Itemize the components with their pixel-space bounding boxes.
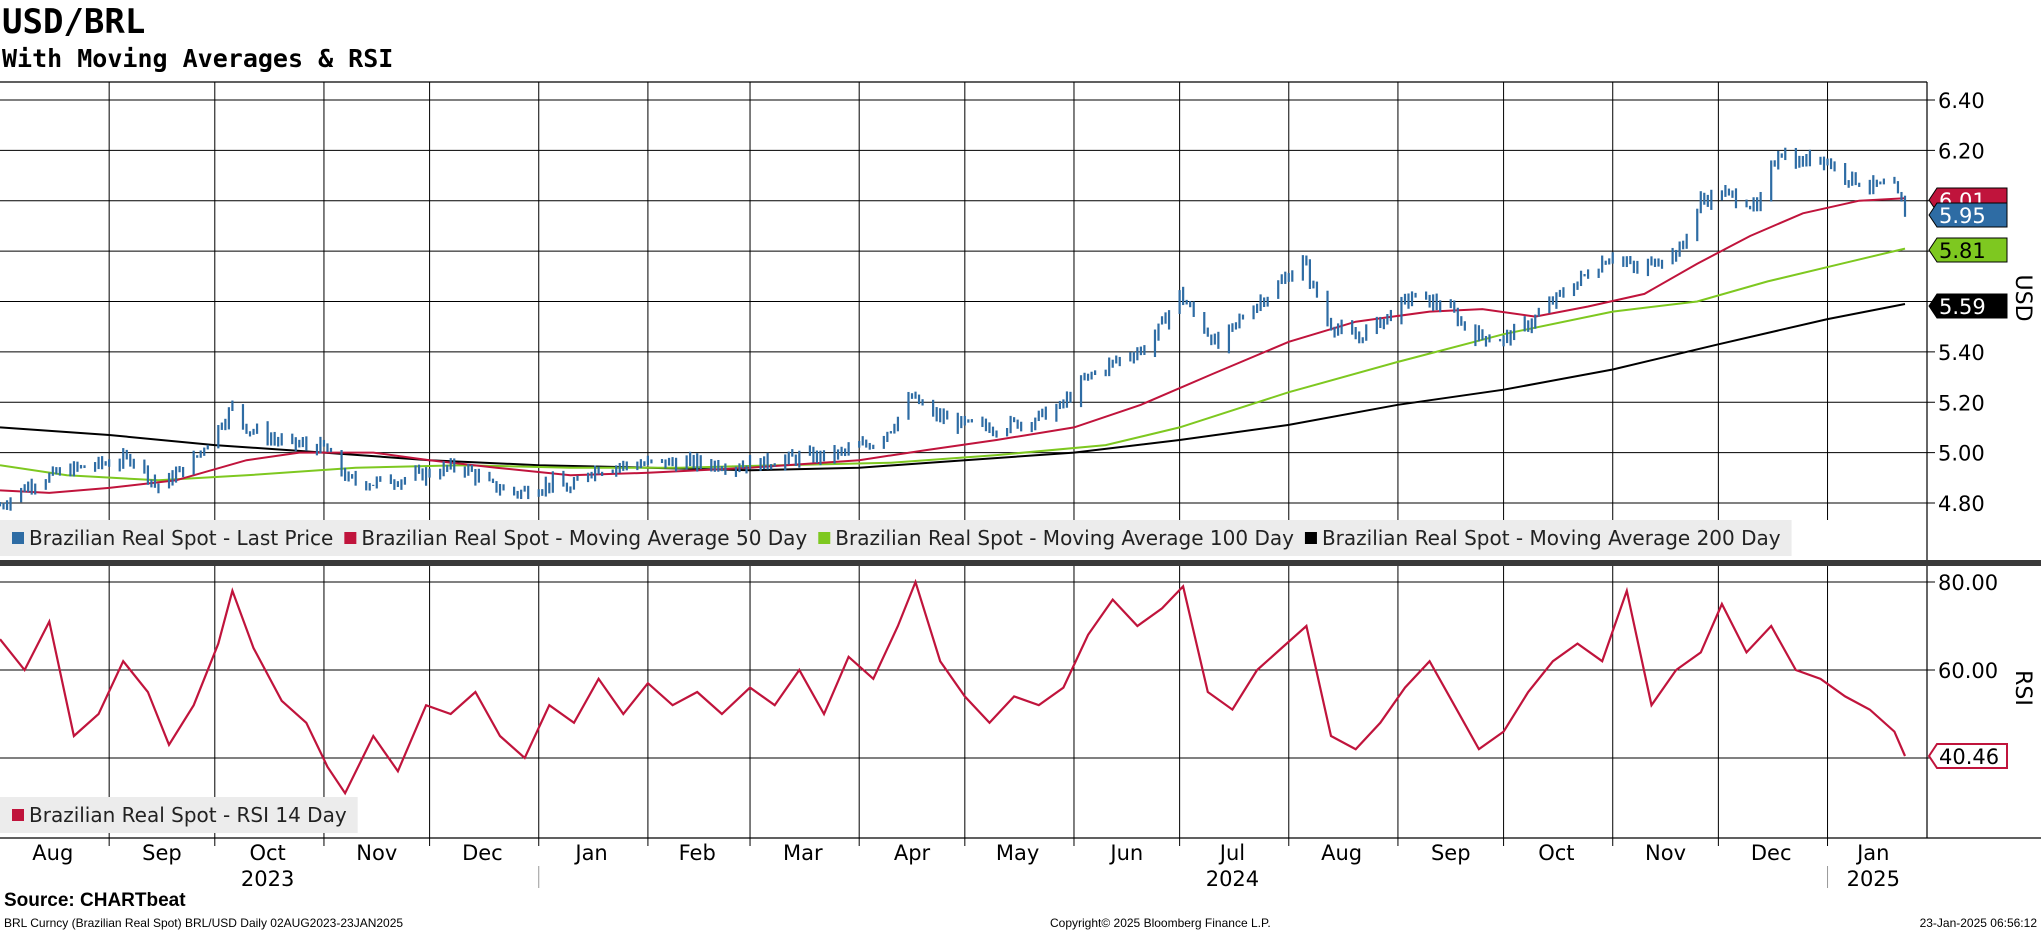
x-month-label: Aug: [32, 841, 73, 865]
x-month-label: Nov: [356, 841, 397, 865]
price-tick-label: 4.80: [1938, 492, 1985, 516]
security-info: BRL Curncy (Brazilian Real Spot) BRL/USD…: [4, 916, 404, 930]
x-month-label: Nov: [1645, 841, 1686, 865]
x-month-label: Oct: [249, 841, 285, 865]
x-year-label: 2025: [1847, 867, 1900, 890]
copyright: Copyright© 2025 Bloomberg Finance L.P.: [1050, 916, 1271, 930]
axis-layer: 6.40 6.20 5.40 5.20 5.00 4.80 80.00 60.00 USD RSI…: [32, 89, 2035, 890]
source-label: Source: CHARTbeat: [4, 890, 186, 911]
rsi-axis-label: RSI: [2010, 670, 2035, 706]
x-month-label: Jun: [1108, 841, 1143, 865]
price-tick-label: 6.40: [1938, 89, 1985, 113]
ma200-last-tag-text: 5.59: [1939, 295, 1986, 319]
price-tick-label: 5.20: [1938, 391, 1985, 415]
legend-label-ma50: Brazilian Real Spot - Moving Average 50 …: [361, 526, 807, 550]
x-month-label: Apr: [894, 841, 931, 865]
price-legend: Brazilian Real Spot - Last Price Brazilia…: [0, 520, 1792, 556]
rsi-legend-background: [0, 797, 358, 833]
legend-label-rsi: Brazilian Real Spot - RSI 14 Day: [29, 803, 347, 827]
rsi-line: [0, 578, 1907, 796]
panel-divider: [0, 560, 2041, 566]
chart-subtitle: With Moving Averages & RSI: [2, 44, 394, 73]
x-month-label: Feb: [679, 841, 716, 865]
timestamp: 23-Jan-2025 06:56:12: [1919, 916, 2037, 930]
chart-canvas: 6.40 6.20 5.40 5.20 5.00 4.80 80.00 60.00 USD RSI…: [0, 81, 2041, 890]
rsi-last-tag-shape: [1927, 743, 2008, 769]
rsi-last-tag: 40.46: [1927, 743, 2008, 769]
x-month-label: Sep: [142, 841, 182, 865]
price-tick-label: 6.20: [1938, 139, 1985, 163]
x-month-label: May: [996, 841, 1039, 865]
ma50-line: [0, 197, 1906, 494]
x-month-label: Dec: [462, 841, 503, 865]
rsi-legend: Brazilian Real Spot - RSI 14 Day: [0, 797, 358, 833]
x-month-label: Aug: [1321, 841, 1362, 865]
legend-label-ma100: Brazilian Real Spot - Moving Average 100…: [835, 526, 1294, 550]
x-month-label: Dec: [1751, 841, 1792, 865]
legend-swatch-ma100: [818, 532, 831, 544]
price-last-tag-text: 5.95: [1939, 204, 1986, 228]
rsi-last-tag-text: 40.46: [1939, 745, 1999, 769]
ma100-last-tag-text: 5.81: [1939, 239, 1986, 263]
legend-swatch-ma50: [344, 532, 357, 544]
ma100-last-tag: 5.81: [1928, 237, 2008, 263]
series-layer: [0, 147, 1907, 796]
ma200-last-tag-shape: [1928, 293, 2008, 319]
x-year-label: 2023: [241, 867, 294, 890]
legend-swatch-ma200: [1304, 532, 1317, 544]
x-month-label: Mar: [783, 841, 823, 865]
chart-title: USD/BRL: [2, 2, 146, 42]
price-last-tag-shape: [1928, 202, 2008, 228]
x-month-label: Oct: [1538, 841, 1574, 865]
price-axis-label: USD: [2010, 274, 2035, 321]
price-legend-background: [0, 520, 1792, 556]
legend-label-price: Brazilian Real Spot - Last Price: [29, 526, 333, 550]
price-tick-label: 5.40: [1938, 341, 1985, 365]
ma200-last-tag: 5.59: [1928, 293, 2008, 319]
x-month-label: Jan: [573, 841, 607, 865]
x-month-label: Jul: [1218, 841, 1245, 865]
legend-swatch-price: [12, 532, 24, 544]
rsi-tick-label: 60.00: [1938, 659, 1998, 683]
x-month-label: Sep: [1431, 841, 1471, 865]
x-month-label: Jan: [1855, 841, 1889, 865]
rsi-tick-label: 80.00: [1938, 571, 1998, 595]
ma100-last-tag-shape: [1928, 237, 2008, 263]
x-year-label: 2024: [1206, 867, 1259, 890]
legend-layer: Brazilian Real Spot - Last Price Brazilia…: [0, 520, 1792, 833]
price-tick-label: 5.00: [1938, 442, 1985, 466]
legend-label-ma200: Brazilian Real Spot - Moving Average 200…: [1322, 526, 1781, 550]
price-last-tag: 5.95: [1928, 202, 2008, 228]
legend-swatch-rsi: [12, 809, 24, 821]
